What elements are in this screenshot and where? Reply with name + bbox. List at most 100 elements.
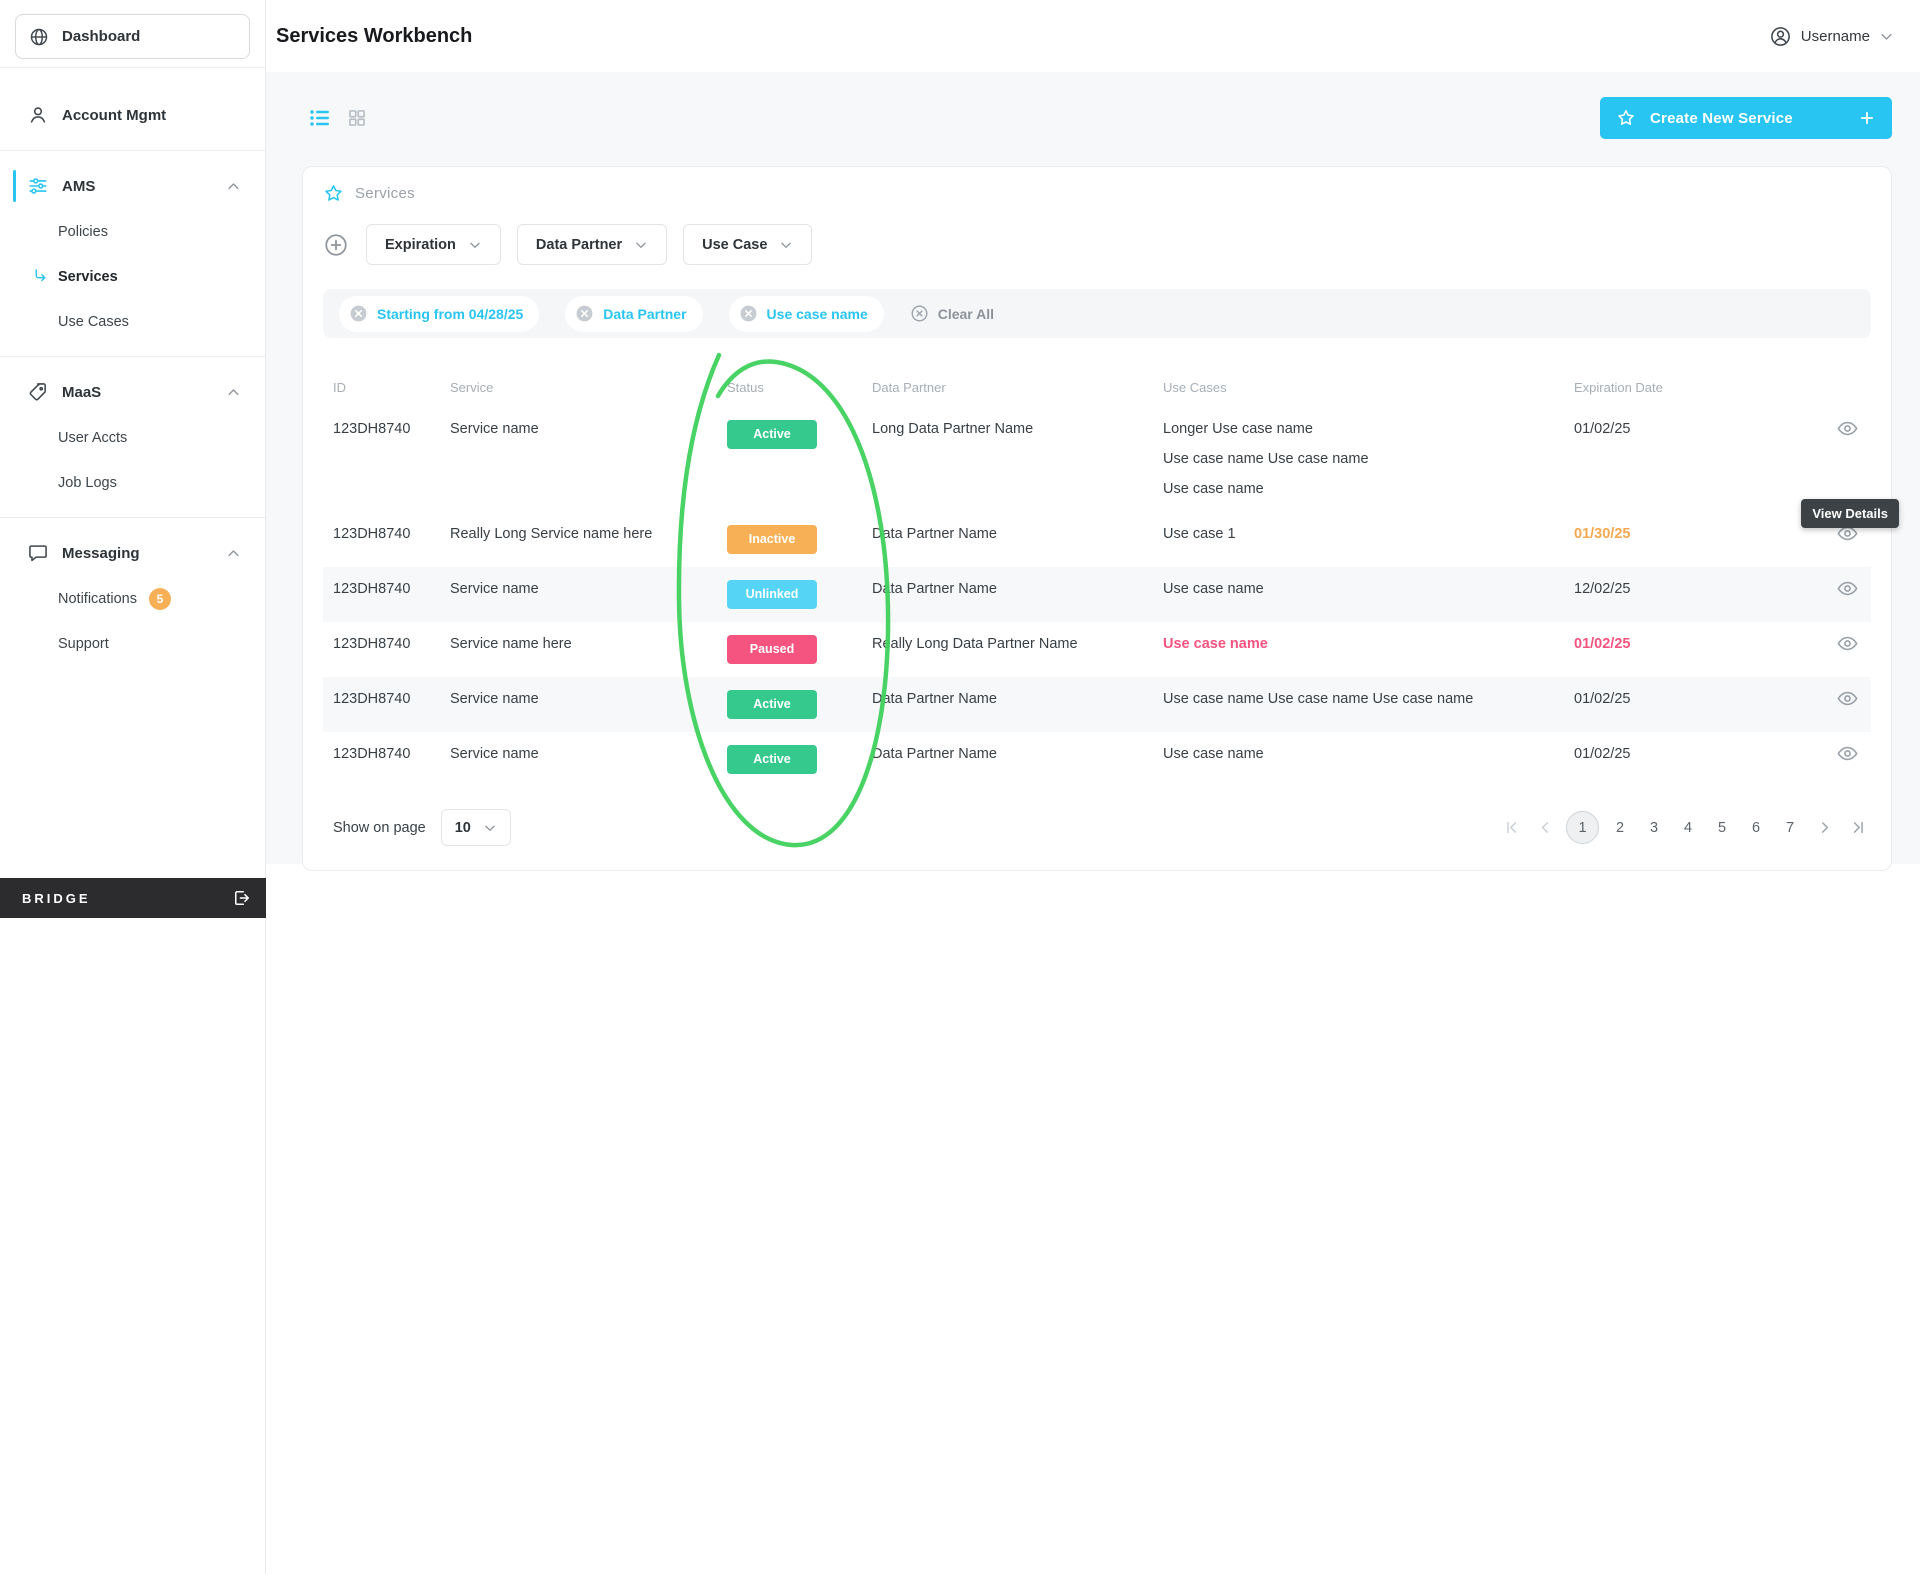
sidebar-item-notifications[interactable]: Notifications 5 xyxy=(0,576,265,621)
sliders-icon xyxy=(27,175,49,197)
table-header: ID Service Status Data Partner Use Cases Expi… xyxy=(323,380,1871,407)
active-filters-bar: Starting from 04/28/25 Data Partner Use ca… xyxy=(323,289,1871,338)
cell-use-cases: Use case name Use case name Use case nam… xyxy=(1163,691,1474,707)
filter-chip-starting-from-04-28-25[interactable]: Starting from 04/28/25 xyxy=(339,295,540,332)
star-icon xyxy=(323,183,344,204)
dashboard-label: Dashboard xyxy=(62,28,141,45)
filter-dropdown-use-case[interactable]: Use Case xyxy=(683,224,813,265)
sidebar-section-header-ams[interactable]: AMS xyxy=(0,163,265,209)
next-page-button[interactable] xyxy=(1811,812,1837,844)
cell-data-partner: Data Partner Name xyxy=(872,581,997,597)
user-icon xyxy=(1769,25,1792,48)
view-details-eye-icon[interactable] xyxy=(1836,632,1859,655)
view-details-eye-icon[interactable] xyxy=(1836,522,1859,545)
sidebar-section-messaging: Messaging Notifications 5 Support xyxy=(0,530,265,666)
status-badge: Active xyxy=(727,690,817,719)
divider xyxy=(0,150,265,151)
star-icon xyxy=(1616,108,1636,128)
page-size-select[interactable]: 10 xyxy=(440,809,511,846)
cell-id: 123DH8740 xyxy=(333,691,411,707)
sidebar-item-use-cases[interactable]: Use Cases xyxy=(0,299,265,344)
create-button-label: Create New Service xyxy=(1650,109,1793,127)
cell-expiration-date: 12/02/25 xyxy=(1574,581,1631,597)
page-button-2[interactable]: 2 xyxy=(1615,819,1625,836)
list-view-toggle[interactable] xyxy=(308,106,332,130)
page-button-4[interactable]: 4 xyxy=(1683,819,1693,836)
filter-chip-data-partner[interactable]: Data Partner xyxy=(565,295,703,332)
page-title: Services Workbench xyxy=(276,24,473,47)
sidebar-nav: Account Mgmt AMS Policies Services Use Cases… xyxy=(0,72,265,666)
filter-chip-use-case-name[interactable]: Use case name xyxy=(728,295,884,332)
chevron-down-icon xyxy=(483,821,497,835)
cell-data-partner: Really Long Data Partner Name xyxy=(872,636,1078,652)
tag-icon xyxy=(27,381,49,403)
sidebar-item-user-accts[interactable]: User Accts xyxy=(0,415,265,460)
cell-service: Service name xyxy=(450,691,539,707)
column-header-status: Status xyxy=(727,380,764,395)
last-page-button[interactable] xyxy=(1845,812,1871,844)
filter-row: Expiration Data Partner Use Case xyxy=(323,224,1871,265)
cell-data-partner: Data Partner Name xyxy=(872,746,997,762)
cell-service: Service name xyxy=(450,746,539,762)
bridge-bar[interactable]: BRIDGE xyxy=(0,878,266,918)
remove-chip-icon[interactable] xyxy=(739,304,758,323)
view-details-eye-icon[interactable] xyxy=(1836,687,1859,710)
filter-dropdown-data-partner[interactable]: Data Partner xyxy=(516,224,668,265)
sidebar-section-label: MaaS xyxy=(62,383,102,401)
divider xyxy=(0,67,265,68)
sidebar-section-header-maas[interactable]: MaaS xyxy=(0,369,265,415)
chevron-up-icon xyxy=(226,546,241,561)
page-button-3[interactable]: 3 xyxy=(1649,819,1659,836)
services-card: Services Expiration Data Partner Use Case … xyxy=(302,166,1899,871)
filter-dropdown-expiration[interactable]: Expiration xyxy=(366,224,501,265)
dashboard-button[interactable]: Dashboard xyxy=(15,14,250,59)
prev-page-button[interactable] xyxy=(1532,812,1558,844)
page-button-6[interactable]: 6 xyxy=(1751,819,1761,836)
show-on-page-label: Show on page xyxy=(333,819,426,836)
sidebar-section-label: AMS xyxy=(62,177,96,195)
page-button-1[interactable]: 1 xyxy=(1566,811,1599,844)
chevron-down-icon xyxy=(779,238,793,252)
cell-data-partner: Data Partner Name xyxy=(872,526,997,542)
user-menu[interactable]: Username xyxy=(1769,25,1894,48)
page-button-7[interactable]: 7 xyxy=(1785,819,1795,836)
column-header-id: ID xyxy=(333,380,346,395)
sidebar-section-header-messaging[interactable]: Messaging xyxy=(0,530,265,576)
sidebar-item-label: Use Cases xyxy=(58,313,129,330)
chat-icon xyxy=(27,542,49,564)
clear-all-button[interactable]: Clear All xyxy=(910,304,994,323)
sidebar-item-job-logs[interactable]: Job Logs xyxy=(0,460,265,505)
sidebar-section-ams: AMS Policies Services Use Cases xyxy=(0,163,265,344)
sidebar-item-policies[interactable]: Policies xyxy=(0,209,265,254)
view-details-eye-icon[interactable] xyxy=(1836,742,1859,765)
table-row: 123DH8740 Service name Active Long Data Par… xyxy=(323,407,1871,512)
cell-use-cases: Use case name xyxy=(1163,581,1264,597)
sidebar-section-header-account-mgmt[interactable]: Account Mgmt xyxy=(0,92,265,138)
sidebar-section-label: Account Mgmt xyxy=(62,106,167,124)
chevron-up-icon xyxy=(226,385,241,400)
sidebar-item-support[interactable]: Support xyxy=(0,621,265,666)
cell-expiration-date: 01/02/25 xyxy=(1574,636,1631,652)
status-badge: Active xyxy=(727,745,817,774)
chevron-down-icon xyxy=(1879,29,1894,44)
grid-view-toggle[interactable] xyxy=(347,108,367,128)
remove-chip-icon[interactable] xyxy=(349,304,368,323)
filter-label: Data Partner xyxy=(535,236,623,253)
add-filter-icon[interactable] xyxy=(323,232,349,258)
cell-use-cases: Use case name xyxy=(1163,746,1264,762)
bridge-label: BRIDGE xyxy=(22,890,91,906)
view-details-eye-icon[interactable] xyxy=(1836,417,1859,440)
remove-chip-icon[interactable] xyxy=(575,304,594,323)
column-header-expiration-date: Expiration Date xyxy=(1574,380,1663,395)
sidebar-item-label: Services xyxy=(58,268,118,285)
page-button-5[interactable]: 5 xyxy=(1717,819,1727,836)
create-new-service-button[interactable]: Create New Service xyxy=(1600,97,1892,139)
view-details-eye-icon[interactable] xyxy=(1836,577,1859,600)
sidebar-item-services[interactable]: Services xyxy=(0,254,265,299)
divider xyxy=(0,356,265,357)
cell-service: Service name xyxy=(450,581,539,597)
first-page-button[interactable] xyxy=(1498,812,1524,844)
elbow-arrow-icon xyxy=(32,267,49,284)
